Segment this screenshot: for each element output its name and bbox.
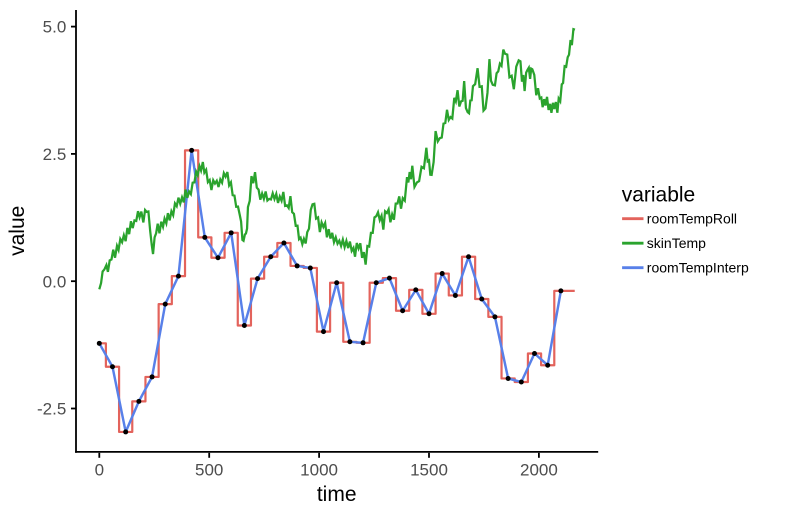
plot-area xyxy=(96,27,576,435)
x-tick-label: 500 xyxy=(195,461,223,480)
series-skinTemp-line xyxy=(98,27,576,290)
data-point xyxy=(189,147,195,153)
data-point xyxy=(347,339,353,345)
data-point xyxy=(479,296,485,302)
data-point xyxy=(202,234,208,240)
x-tick-label: 1000 xyxy=(300,461,338,480)
data-point xyxy=(373,280,379,286)
y-tick-label: 2.5 xyxy=(43,145,67,164)
data-point xyxy=(136,398,142,404)
data-point xyxy=(413,287,419,293)
y-tick-label: -2.5 xyxy=(37,400,66,419)
data-point xyxy=(228,230,234,236)
data-point xyxy=(149,374,155,380)
data-point xyxy=(545,362,551,368)
legend: variable roomTempRoll skinTemp roomTempI… xyxy=(622,183,749,275)
legend-title: variable xyxy=(622,183,696,206)
x-tick-label: 1500 xyxy=(410,461,448,480)
data-point xyxy=(109,364,115,370)
data-point xyxy=(96,340,102,346)
x-axis-ticks: 0 500 1000 1500 2000 xyxy=(95,452,558,480)
data-point xyxy=(307,265,313,271)
data-point xyxy=(241,323,247,328)
legend-item-roomTempInterp: roomTempInterp xyxy=(622,260,749,276)
data-point xyxy=(518,379,524,385)
data-point xyxy=(334,280,340,286)
legend-label-roomTempRoll: roomTempRoll xyxy=(647,211,737,227)
data-point xyxy=(558,288,564,294)
data-point xyxy=(215,255,221,261)
data-point xyxy=(123,429,129,435)
x-axis-title: time xyxy=(317,483,357,506)
x-tick-label: 0 xyxy=(95,461,104,480)
y-axis-title: value xyxy=(6,206,29,256)
data-point xyxy=(426,311,432,317)
data-point xyxy=(492,314,498,320)
legend-label-skinTemp: skinTemp xyxy=(647,235,706,251)
data-point xyxy=(281,240,287,246)
data-point xyxy=(532,351,537,357)
x-tick-label: 2000 xyxy=(520,461,558,480)
legend-label-roomTempInterp: roomTempInterp xyxy=(647,260,749,276)
legend-item-roomTempRoll: roomTempRoll xyxy=(622,211,737,227)
y-tick-label: 0.0 xyxy=(43,272,67,291)
data-point xyxy=(505,375,511,381)
data-point xyxy=(386,275,392,281)
data-point xyxy=(268,254,274,260)
data-point xyxy=(439,271,445,277)
data-point xyxy=(360,340,366,346)
series-roomTempInterp-points xyxy=(96,147,564,435)
data-point xyxy=(162,301,168,307)
data-point xyxy=(255,276,261,282)
legend-item-skinTemp: skinTemp xyxy=(622,235,706,251)
data-point xyxy=(294,263,300,269)
y-axis-ticks: -2.5 0.0 2.5 5.0 xyxy=(37,18,76,419)
data-point xyxy=(452,292,458,298)
data-point xyxy=(466,254,472,260)
series-roomTempInterp-line xyxy=(98,149,563,434)
y-tick-label: 5.0 xyxy=(43,18,67,37)
axes: 0 500 1000 1500 2000 -2.5 0.0 2.5 5.0 xyxy=(37,10,599,480)
data-point xyxy=(321,329,326,335)
data-point xyxy=(175,273,181,279)
data-point xyxy=(400,308,406,314)
